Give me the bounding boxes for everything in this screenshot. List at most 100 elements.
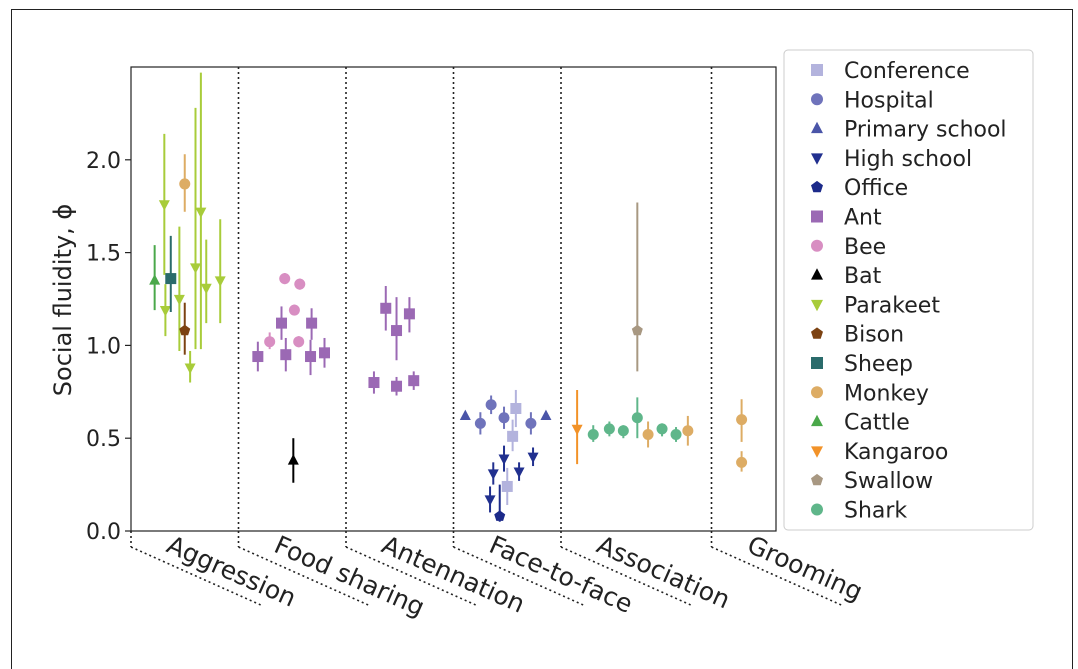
hospital-point [485,399,497,411]
shark-point [587,428,599,440]
high-school-point [513,467,525,478]
ant-point [391,380,403,392]
bee-point [294,278,306,290]
category-label: Grooming [743,530,867,606]
y-tick-label: 2.0 [86,149,121,174]
primary-school-point [540,409,552,421]
y-tick-label: 1.5 [86,242,121,267]
y-tick-label: 0.5 [86,427,121,452]
monkey-point [736,414,748,426]
legend-label-conference: Conference [844,59,970,84]
kangaroo-point [571,424,583,436]
legend-label-swallow: Swallow [844,469,933,494]
legend-marker-primary-school [811,121,823,134]
legend-label-sheep: Sheep [844,352,913,377]
parakeet-point [158,200,170,211]
parakeet-point [184,363,196,374]
hospital-point [498,412,510,424]
y-tick-label: 1.0 [86,334,121,359]
legend-label-bee: Bee [844,235,886,260]
conference-point [501,480,513,492]
shark-point [656,423,668,435]
ant-point [403,308,415,320]
legend-marker-monkey [811,386,823,399]
ant-point [276,317,287,329]
ant-point [408,375,420,387]
category-label-guide [453,546,586,607]
ant-point [252,351,264,363]
high-school-point [484,495,496,506]
legend: Conference Hospital Primary school High sch… [783,49,1034,531]
legend-label-shark: Shark [844,499,907,524]
legend-marker-office [811,180,823,193]
ant-point [391,325,403,337]
category-label-guide [711,546,844,607]
legend-label-bison: Bison [844,323,904,348]
legend-label-parakeet: Parakeet [844,293,940,318]
monkey-point [179,178,191,190]
shark-point [603,423,615,435]
parakeet-point [173,294,185,306]
legend-marker-bat [811,268,823,280]
legend-label-primary-school: Primary school [844,118,1007,143]
y-tick-label: 0.0 [86,520,121,545]
office-point [494,510,506,521]
conference-point [510,403,522,415]
ant-point [280,349,292,361]
legend-label-office: Office [844,176,908,201]
y-axis-label: Social fluidity, ϕ [49,204,77,396]
legend-marker-kangaroo [811,446,823,458]
bat-point [287,454,299,465]
legend-marker-sheep [811,357,823,369]
legend-label-monkey: Monkey [844,381,929,406]
legend-marker-swallow [811,473,823,486]
parakeet-point [200,283,212,295]
primary-school-point [459,409,471,421]
ant-point [380,302,392,314]
legend-label-ant: Ant [844,206,882,231]
axes: 0.0 0.5 1.0 1.5 2.0 [86,149,131,545]
parakeet-point [190,263,201,274]
swallow-point [631,324,643,336]
ant-point [306,317,318,329]
hospital-point [525,417,537,429]
shark-point [631,412,643,424]
legend-marker-bison [811,327,823,339]
legend-marker-cattle [811,414,823,427]
legend-box [783,49,1034,531]
category-dividers [130,67,844,607]
category-label-guide [345,546,479,607]
bee-point [264,336,276,348]
ant-point [305,351,317,363]
legend-label-bat: Bat [844,264,882,289]
parakeet-point [159,306,171,317]
high-school-point [527,452,539,464]
sheep-point [165,273,177,285]
category-label-guide [130,546,264,607]
legend-label-kangaroo: Kangaroo [844,440,948,465]
conference-point [507,430,519,442]
shark-point [670,428,682,440]
hospital-point [474,417,486,429]
legend-marker-bee [811,239,823,252]
legend-marker-conference [811,64,823,76]
legend-marker-high-school [811,153,823,165]
legend-marker-parakeet [811,299,823,312]
monkey-point [736,456,748,468]
legend-marker-hospital [811,93,823,106]
figure-frame [11,9,1073,669]
legend-label-cattle: Cattle [844,411,910,436]
bee-point [293,336,305,348]
shark-point [617,425,629,437]
parakeet-point [195,207,207,219]
category-label-guide [560,546,694,607]
category-label-guide [238,546,371,607]
ant-point [368,377,380,389]
legend-marker-ant [811,210,823,223]
monkey-point [682,425,694,437]
cattle-point [149,274,161,285]
legend-label-hospital: Hospital [844,88,934,113]
parakeet-point [214,276,226,287]
